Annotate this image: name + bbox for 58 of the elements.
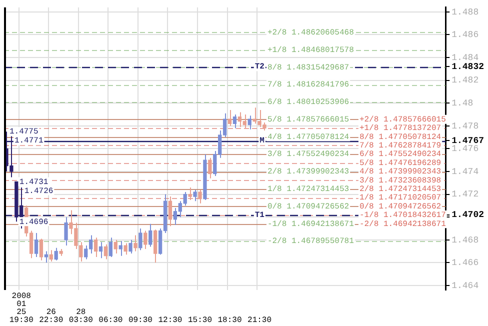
annotation: 1.4771 xyxy=(14,136,44,146)
y-tick-label: 1.486 xyxy=(452,30,479,40)
ref-line-label: 1/8 1.47171020507 xyxy=(359,194,442,203)
x-tick-label: 09:30 xyxy=(128,316,153,326)
ref-line-label: 2/8 1.47247314453 xyxy=(359,185,442,194)
x-tick-label: 26 22:30 xyxy=(39,308,64,326)
ref-line-label: 7/8 1.48162841796 xyxy=(267,80,350,90)
ref-line-label: 3/8 1.47552490234 xyxy=(267,150,350,160)
annotation: 1.4696 xyxy=(19,218,48,227)
y-tick-label: 1.466 xyxy=(452,258,479,268)
y-tick-label: 1.482 xyxy=(452,76,479,86)
ref-line-label: T2 xyxy=(254,62,265,72)
x-tick-label: 21:30 xyxy=(248,316,272,326)
ref-line-label: 1/8 1.47247314453 xyxy=(267,185,350,194)
ref-line-label: -1/8 1.47018432617 xyxy=(359,211,446,220)
y-tick-label: 1.478 xyxy=(452,121,479,132)
ref-line-label: 3/8 1.47323608398 xyxy=(359,176,442,186)
ref-line-label: 4/8 1.47705078124 xyxy=(267,132,350,142)
ref-line-label: 7/8 1.47628784179 xyxy=(359,142,442,151)
ref-line-label: 6/8 1.48010253906 xyxy=(267,98,350,108)
x-tick-label: 06:30 xyxy=(98,316,123,326)
ref-line-label: -2/8 1.46789550781 xyxy=(267,237,354,246)
y-tick-label: 1.476 xyxy=(452,144,479,154)
y-tick-label: 1.488 xyxy=(452,7,479,18)
y-tick-label: 1.468 xyxy=(452,235,479,246)
ref-line-label: 5/8 1.47476196289 xyxy=(359,158,442,168)
ref-line-label: -2/8 1.46942138671 xyxy=(359,220,446,229)
ref-line-label: 4/8 1.47399902343 xyxy=(359,168,442,177)
x-tick-label: 2008 01 25 19:30 xyxy=(9,292,34,326)
ref-line-label: +1/8 1.48468017578 xyxy=(267,46,354,55)
ref-line-label: 5/8 1.47857666015 xyxy=(267,115,350,124)
y-tick-label: 1.4832 xyxy=(452,62,484,72)
ref-line-label: +1/8 1.4778137207 xyxy=(359,124,442,134)
ref-line-label: 6/8 1.47552490234 xyxy=(359,150,442,160)
ref-line-label: +2/8 1.48620605468 xyxy=(267,28,354,38)
y-tick-label: 1.48 xyxy=(452,98,474,109)
x-tick-label: 15:30 xyxy=(188,316,212,326)
y-tick-label: 1.4702 xyxy=(452,210,484,220)
x-tick-label: 28 03:30 xyxy=(68,308,94,326)
y-tick-label: 1.4767 xyxy=(452,136,484,146)
ref-line-label: T1 xyxy=(254,210,265,220)
y-tick-label: 1.484 xyxy=(452,52,479,63)
x-tick-label: 18:30 xyxy=(218,316,242,326)
annotation: 1.4726 xyxy=(24,186,54,196)
ref-line-label: +2/8 1.47857666015 xyxy=(359,115,446,124)
ref-line-label: 8/8 1.47705078124 xyxy=(359,132,442,142)
ref-line-label: 0/8 1.47094726562 xyxy=(359,202,442,212)
y-tick-label: 1.472 xyxy=(452,190,479,200)
ref-line-label: 8/8 1.48315429687 xyxy=(267,63,350,72)
y-tick-label: 1.474 xyxy=(452,166,479,177)
annotation: 1.4731 xyxy=(19,178,48,187)
ref-line-label: 0/8 1.47094726562 xyxy=(267,202,350,212)
ref-line-label: 2/8 1.47399902343 xyxy=(267,168,350,177)
y-tick-label: 1.464 xyxy=(452,280,479,291)
ref-line-label: M xyxy=(260,136,265,146)
x-tick-label: 12:30 xyxy=(158,316,182,326)
annotation: 1.4775 xyxy=(9,128,38,137)
ref-line-label: -1/8 1.46942138671 xyxy=(267,220,354,229)
